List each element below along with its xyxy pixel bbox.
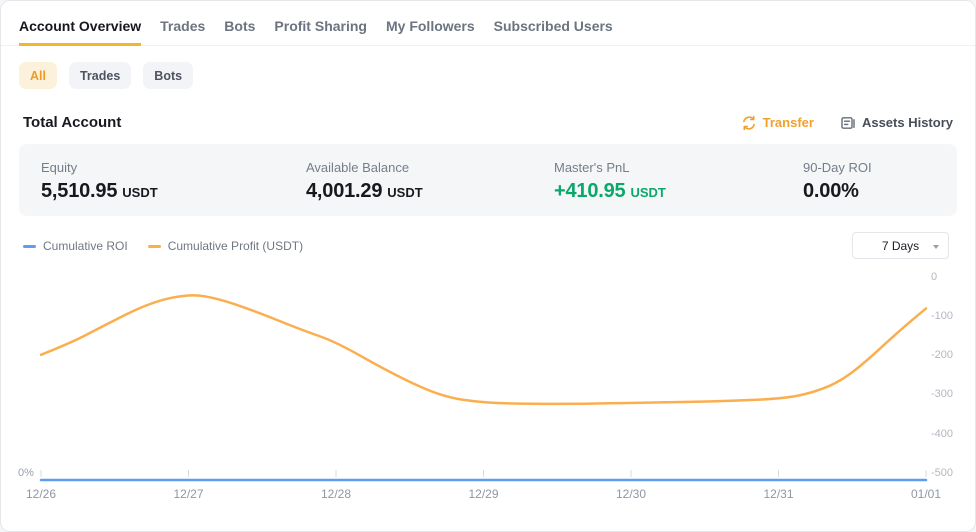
page-title: Total Account: [23, 114, 122, 131]
transfer-label: Transfer: [762, 115, 814, 130]
roi-profit-chart[interactable]: 0% 0 -100 -200 -300 -400 -500 12/26 12/27 12/28 1…: [1, 264, 975, 514]
left-axis-zero-label: 0%: [18, 467, 34, 479]
y-axis-label: -500: [931, 467, 954, 479]
stat-label: 90-Day ROI: [803, 159, 872, 175]
chart-header: Cumulative ROI Cumulative Profit (USDT) …: [23, 232, 953, 260]
stat-masters-pnl: Master's PnL +410.95 USDT: [554, 158, 803, 203]
tab-profit-sharing[interactable]: Profit Sharing: [274, 18, 367, 34]
assets-history-icon: [840, 115, 856, 131]
stat-value: 5,510.95 USDT: [41, 179, 158, 202]
y-axis-label: -100: [931, 309, 954, 322]
stat-90day-roi: 90-Day ROI 0.00%: [803, 158, 872, 203]
legend-label: Cumulative Profit (USDT): [167, 239, 304, 253]
y-axis-label: 0: [931, 270, 938, 283]
tab-bots[interactable]: Bots: [224, 18, 256, 34]
legend-label: Cumulative ROI: [43, 239, 128, 253]
total-account-header: Total Account Transfer: [23, 114, 953, 131]
chart-canvas: [39, 294, 928, 482]
stat-unit: USDT: [122, 184, 158, 200]
stat-unit: USDT: [387, 184, 423, 200]
tab-subscribed-users[interactable]: Subscribed Users: [493, 18, 613, 34]
filter-all[interactable]: All: [19, 62, 57, 89]
transfer-button[interactable]: Transfer: [741, 115, 814, 131]
chevron-down-icon: [933, 245, 939, 249]
legend-cumulative-profit[interactable]: Cumulative Profit (USDT): [147, 239, 304, 253]
stat-available-balance: Available Balance 4,001.29 USDT: [306, 158, 554, 203]
y-axis-label: -200: [931, 349, 954, 362]
account-actions: Transfer Assets History: [741, 115, 953, 131]
filter-bots[interactable]: Bots: [143, 62, 194, 89]
cumulative-profit-line: [39, 294, 928, 406]
time-range-dropdown[interactable]: 7 Days: [852, 232, 949, 259]
stat-value: 0.00%: [803, 179, 859, 202]
y-axis-label: -300: [931, 388, 954, 401]
stat-value: +410.95 USDT: [554, 179, 666, 202]
x-axis-label: 12/26: [25, 487, 57, 501]
tab-account-overview[interactable]: Account Overview: [19, 18, 142, 46]
roi-legend-dash-icon: [23, 244, 36, 248]
stat-unit: USDT: [630, 184, 666, 200]
x-axis-label: 12/28: [320, 487, 352, 501]
assets-history-label: Assets History: [861, 115, 953, 130]
profit-legend-dash-icon: [147, 244, 161, 248]
x-axis-label: 12/29: [468, 487, 499, 501]
top-tab-bar: Account Overview Trades Bots Profit Shar…: [1, 1, 975, 46]
time-range-value: 7 Days: [881, 238, 920, 253]
x-axis-label: 12/31: [763, 487, 794, 501]
stat-label: Available Balance: [306, 159, 410, 175]
x-axis-label: 12/27: [173, 487, 204, 501]
stat-value: 4,001.29 USDT: [306, 179, 423, 202]
x-axis-label: 01/01: [910, 487, 942, 501]
x-axis-label: 12/30: [615, 487, 647, 501]
account-stats-panel: Equity 5,510.95 USDT Available Balance 4,…: [19, 144, 957, 216]
transfer-icon: [741, 115, 757, 131]
y-axis-label: -400: [931, 427, 954, 440]
filter-pill-group: All Trades Bots: [19, 62, 975, 89]
filter-trades[interactable]: Trades: [68, 62, 132, 89]
tab-trades[interactable]: Trades: [160, 18, 206, 34]
assets-history-button[interactable]: Assets History: [840, 115, 953, 131]
tab-my-followers[interactable]: My Followers: [385, 18, 475, 34]
stat-equity: Equity 5,510.95 USDT: [19, 158, 306, 203]
stat-label: Master's PnL: [554, 159, 630, 175]
legend-cumulative-roi[interactable]: Cumulative ROI: [23, 239, 128, 253]
stat-label: Equity: [41, 159, 78, 175]
